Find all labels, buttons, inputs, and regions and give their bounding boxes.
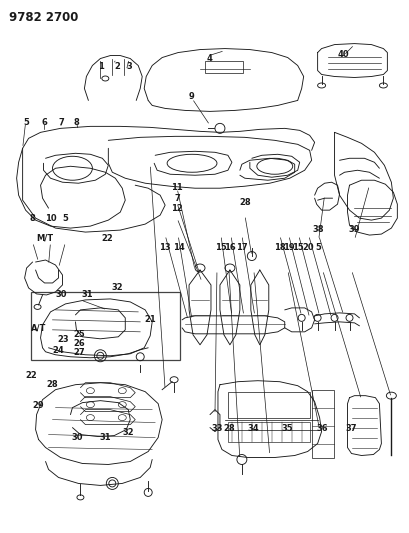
Text: 35: 35 xyxy=(281,424,292,433)
Text: 19: 19 xyxy=(282,243,294,252)
Text: 36: 36 xyxy=(316,424,328,433)
Text: 11: 11 xyxy=(171,183,183,192)
Text: 31: 31 xyxy=(99,433,110,442)
Text: 23: 23 xyxy=(57,335,68,344)
Text: 13: 13 xyxy=(159,243,171,252)
Text: 17: 17 xyxy=(236,243,247,252)
Text: 15: 15 xyxy=(214,243,226,252)
Text: 28: 28 xyxy=(222,424,234,433)
Text: 2: 2 xyxy=(114,62,120,71)
Bar xyxy=(227,422,309,441)
Text: 18: 18 xyxy=(273,243,285,252)
Text: 28: 28 xyxy=(238,198,250,207)
Text: A/T: A/T xyxy=(31,323,46,332)
Text: 30: 30 xyxy=(55,289,67,298)
Text: 38: 38 xyxy=(312,225,324,234)
Text: 14: 14 xyxy=(172,243,184,252)
Text: 9: 9 xyxy=(189,92,194,101)
Text: 32: 32 xyxy=(111,283,123,292)
Bar xyxy=(311,390,333,457)
Bar xyxy=(227,392,309,417)
Text: 3: 3 xyxy=(126,62,132,71)
Text: 4: 4 xyxy=(206,54,211,62)
Text: 1: 1 xyxy=(98,62,103,71)
Text: 25: 25 xyxy=(73,330,85,339)
Text: 20: 20 xyxy=(301,243,313,252)
Text: 8: 8 xyxy=(73,118,79,127)
Text: 30: 30 xyxy=(72,433,83,442)
Text: 6: 6 xyxy=(42,118,47,127)
Text: 31: 31 xyxy=(81,289,93,298)
Text: 10: 10 xyxy=(45,214,56,223)
Text: 16: 16 xyxy=(224,243,236,252)
Text: 5: 5 xyxy=(62,214,68,223)
Text: 21: 21 xyxy=(144,315,155,324)
Text: 15: 15 xyxy=(292,243,303,252)
Text: 32: 32 xyxy=(122,428,134,437)
Bar xyxy=(31,292,180,360)
Text: 37: 37 xyxy=(345,424,356,433)
Text: 12: 12 xyxy=(171,204,183,213)
Text: M/T: M/T xyxy=(36,234,53,243)
Text: 8: 8 xyxy=(29,214,35,223)
Text: 22: 22 xyxy=(25,371,37,380)
Text: 40: 40 xyxy=(337,51,348,59)
Text: 5: 5 xyxy=(315,243,321,252)
Text: 28: 28 xyxy=(46,380,57,389)
Text: 29: 29 xyxy=(32,401,44,410)
Text: 27: 27 xyxy=(73,348,85,357)
Text: 24: 24 xyxy=(52,346,64,355)
Text: 39: 39 xyxy=(348,225,359,234)
Text: 7: 7 xyxy=(174,194,180,203)
Text: 5: 5 xyxy=(23,118,29,127)
Bar xyxy=(204,61,242,72)
Text: 22: 22 xyxy=(101,234,112,243)
Text: 7: 7 xyxy=(58,118,64,127)
Text: 9782 2700: 9782 2700 xyxy=(9,11,78,23)
Text: 34: 34 xyxy=(247,424,258,433)
Text: 33: 33 xyxy=(211,424,222,433)
Text: 26: 26 xyxy=(73,339,85,348)
